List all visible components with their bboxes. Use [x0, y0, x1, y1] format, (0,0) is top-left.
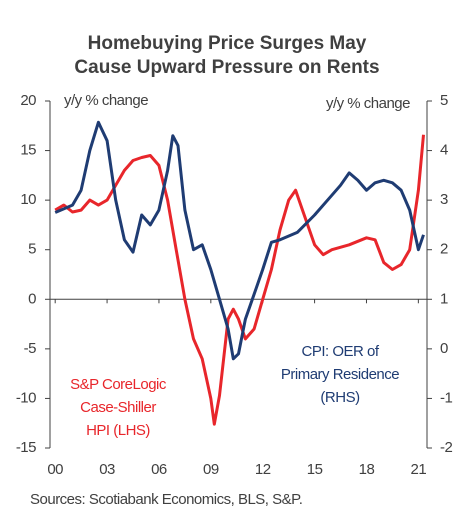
series-label: Primary Residence	[281, 366, 399, 383]
y-tick-label: -15	[16, 439, 36, 456]
series-label: CPI: OER of	[301, 343, 379, 360]
y-tick-label: 5	[28, 241, 36, 258]
y2-tick-label: 2	[440, 241, 448, 258]
x-tick-label: 00	[47, 461, 63, 478]
x-tick-label: 21	[411, 461, 427, 478]
y2-tick-label: -1	[440, 389, 452, 406]
y2-tick-label: 1	[440, 290, 448, 307]
series-label: (RHS)	[320, 389, 360, 406]
chart-title: Cause Upward Pressure on Rents	[74, 57, 379, 78]
y-tick-label: 20	[20, 92, 36, 109]
x-tick-label: 06	[151, 461, 167, 478]
series-label: Case-Shiller	[80, 399, 156, 416]
y2-tick-label: 5	[440, 92, 448, 109]
y-axis-label: y/y % change	[64, 92, 148, 109]
series-label: S&P CoreLogic	[70, 376, 167, 393]
y2-axis-label: y/y % change	[326, 95, 410, 112]
x-tick-label: 12	[255, 461, 271, 478]
series-line	[54, 120, 425, 361]
y2-tick-label: 0	[440, 340, 448, 357]
y-tick-label: 0	[28, 290, 36, 307]
x-tick-label: 03	[99, 461, 115, 478]
chart-title: Homebuying Price Surges May	[88, 33, 367, 54]
x-tick-label: 15	[307, 461, 323, 478]
series-line	[54, 134, 425, 426]
y-tick-label: 10	[20, 191, 36, 208]
y-tick-label: -10	[16, 389, 36, 406]
y2-tick-label: 4	[440, 142, 448, 159]
x-tick-label: 09	[203, 461, 219, 478]
y-tick-label: 15	[20, 142, 36, 159]
y-tick-label: -5	[24, 340, 36, 357]
y2-tick-label: -2	[440, 439, 452, 456]
series-label: HPI (LHS)	[86, 422, 150, 439]
y2-tick-label: 3	[440, 191, 448, 208]
x-tick-label: 18	[359, 461, 375, 478]
source: Sources: Scotiabank Economics, BLS, S&P.	[30, 491, 302, 508]
